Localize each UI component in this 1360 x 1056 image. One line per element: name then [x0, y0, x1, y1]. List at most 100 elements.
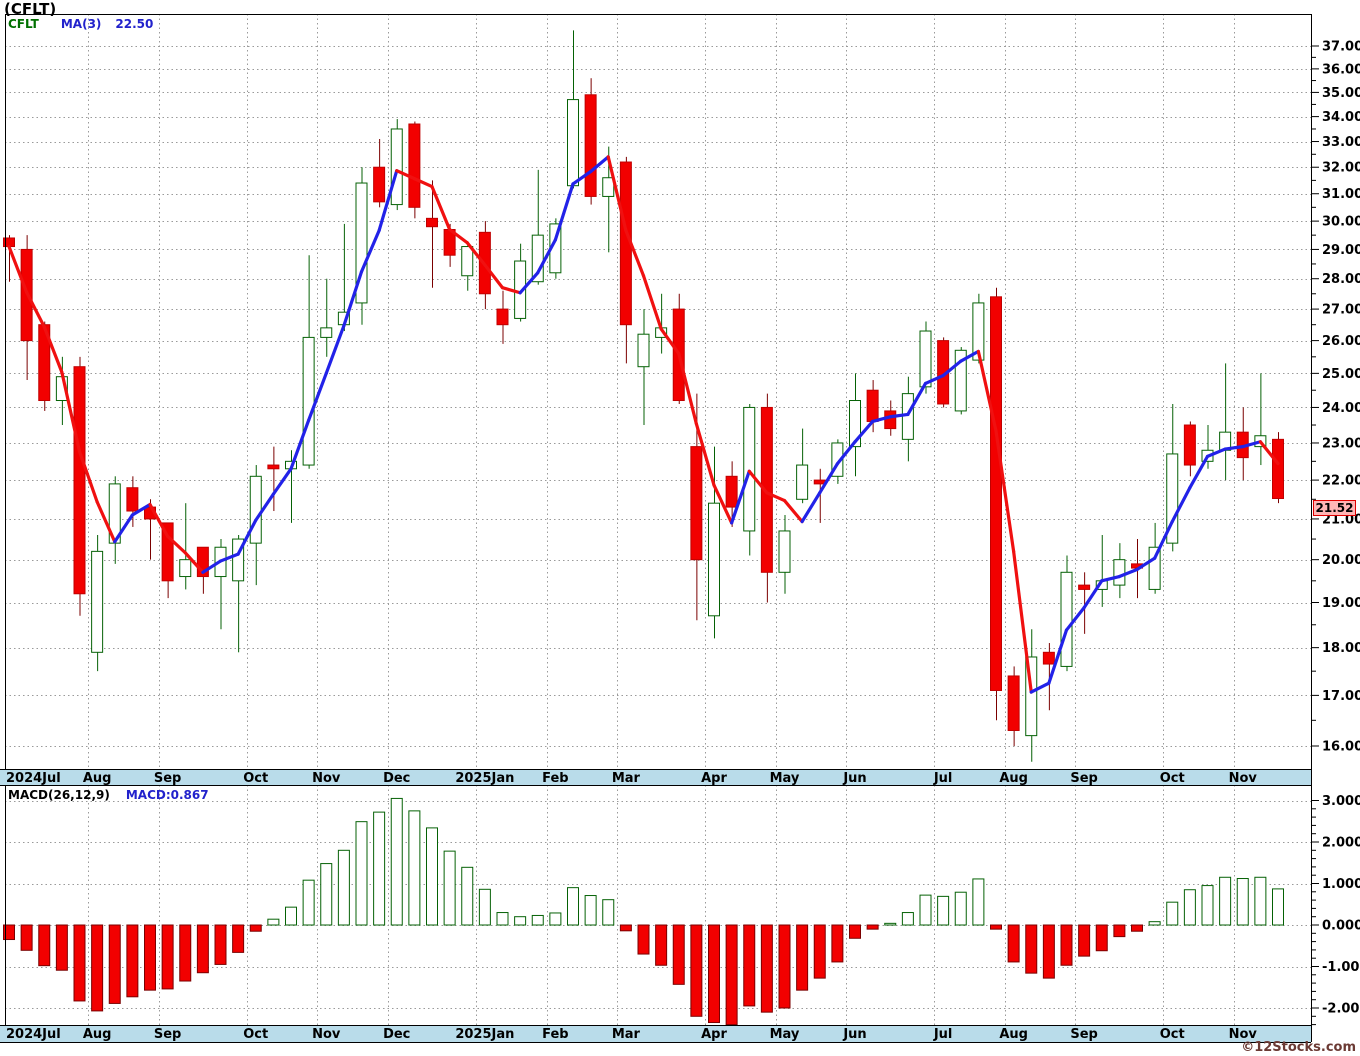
ma-segment	[589, 155, 610, 174]
ma-segment	[42, 325, 64, 374]
candle-body	[267, 464, 280, 470]
month-label: Mar	[612, 771, 641, 786]
ma-segment	[606, 155, 628, 233]
ma-segment	[747, 469, 769, 495]
axis-tick-label: 28.00	[1322, 272, 1360, 287]
candle-body	[884, 410, 897, 430]
symbol-label: CFLT	[8, 17, 39, 31]
month-label: Sep	[154, 1027, 182, 1042]
macd-bar	[1219, 876, 1232, 926]
candle	[1272, 432, 1284, 504]
axis-tick-label: 32.00	[1322, 161, 1360, 176]
ma-segment	[906, 381, 928, 417]
macd-bar	[443, 850, 456, 926]
month-label: Nov	[1229, 1027, 1258, 1042]
macd-bar	[1148, 921, 1161, 926]
candle	[725, 461, 738, 527]
candle	[1007, 666, 1020, 746]
ma-segment	[271, 467, 293, 496]
ma-segment	[1029, 681, 1051, 694]
candle-body	[725, 475, 738, 508]
month-label: Nov	[1229, 771, 1258, 786]
month-label: Aug	[83, 1027, 112, 1042]
macd-params-label: MACD(26,12,9)	[8, 788, 110, 802]
macd-bar	[1183, 889, 1196, 926]
candle	[1078, 572, 1091, 634]
macd-bar	[567, 887, 579, 926]
candle	[91, 534, 104, 672]
macd-bar	[1025, 924, 1038, 974]
ma-segment	[659, 327, 681, 356]
month-label: Aug	[83, 771, 112, 786]
ma-segment	[871, 415, 892, 424]
ma-segment	[1012, 549, 1033, 694]
last-price-badge: 21.52	[1313, 500, 1356, 516]
macd-bar	[373, 811, 386, 926]
ma-segment	[236, 518, 258, 556]
ma-segment	[553, 182, 575, 242]
month-label: Feb	[542, 771, 568, 786]
ma-segment	[782, 498, 804, 524]
ma-segment	[359, 228, 381, 274]
ma-line	[7, 155, 1280, 694]
month-label: Oct	[243, 771, 268, 786]
ma-segment	[941, 359, 963, 378]
candle-body	[1060, 571, 1073, 667]
candle	[390, 119, 403, 211]
macd-legend: MACD(26,12,9) MACD:0.867	[8, 788, 209, 802]
ma-label: MA(3)	[60, 17, 102, 31]
candle-body	[602, 177, 615, 197]
ma-segment	[166, 534, 187, 555]
ma-segment	[888, 412, 910, 419]
candle-body	[302, 336, 315, 466]
candle-body	[91, 550, 104, 653]
candle	[778, 514, 791, 594]
month-label: Oct	[1160, 771, 1185, 786]
month-labels: 2024Jul Aug Sep Oct Nov Dec 2025Jan Feb Mar Apr Ma…	[6, 771, 1257, 1042]
macd-bar	[866, 924, 879, 930]
candle	[267, 446, 280, 512]
candle	[355, 167, 368, 325]
axis-tick-label: 34.00	[1322, 110, 1360, 125]
macd-bar	[1007, 924, 1020, 963]
candle-body	[813, 479, 826, 485]
candlesticks	[3, 30, 1284, 762]
macd-bar	[655, 924, 668, 966]
macd-bar	[796, 924, 809, 991]
macd-bar	[249, 924, 262, 932]
ma-segment	[835, 440, 857, 466]
ma-segment	[307, 371, 328, 422]
candle-body	[390, 128, 403, 206]
candle	[1183, 421, 1196, 477]
axis-tick-label: 27.00	[1322, 303, 1360, 318]
macd-bar	[1131, 924, 1143, 932]
macd-bar	[1060, 924, 1073, 966]
macd-bar	[637, 924, 650, 955]
candle	[990, 287, 1002, 721]
candle	[426, 180, 438, 288]
candle	[408, 121, 421, 219]
ma-segment	[1223, 445, 1245, 451]
date-axis-bands	[0, 769, 1311, 1042]
month-label: Oct	[1160, 1027, 1185, 1042]
axis-tick-label: 3.000	[1322, 794, 1360, 809]
month-label: Sep	[154, 771, 182, 786]
candle-body	[232, 538, 245, 582]
ma-segment	[818, 462, 839, 495]
month-label: Aug	[999, 1027, 1028, 1042]
macd-bar	[232, 924, 245, 953]
ma-segment	[730, 469, 751, 525]
ma-segment	[853, 419, 875, 444]
macd-bar	[884, 922, 897, 926]
macd-bar	[91, 924, 104, 1012]
candle	[373, 139, 386, 208]
macd-bar	[708, 924, 720, 1024]
axis-tick-label: 19.00	[1322, 596, 1360, 611]
ma-segment	[483, 263, 505, 290]
axis-tick-label: 35.00	[1322, 86, 1360, 101]
macd-bar	[725, 924, 738, 1026]
axis-tick-label: 1.000	[1322, 877, 1360, 892]
macd-bar	[1078, 924, 1091, 957]
candle	[1060, 555, 1073, 672]
